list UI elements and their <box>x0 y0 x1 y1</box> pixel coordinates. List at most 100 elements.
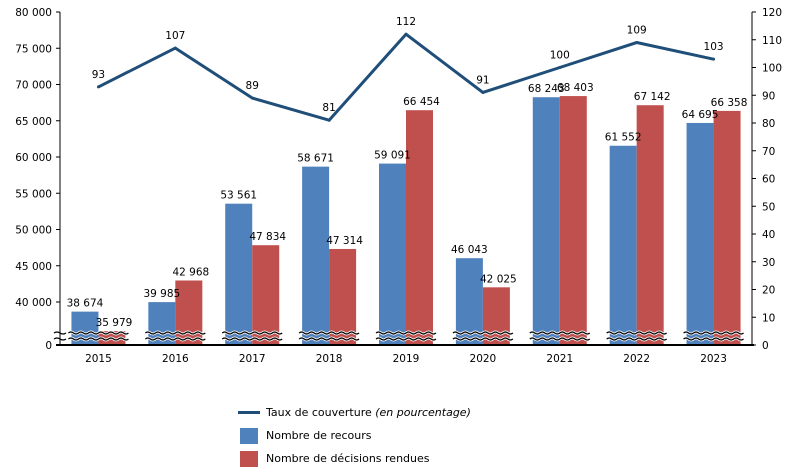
line-point-2015 <box>96 85 100 89</box>
x-tick-label-2020: 2020 <box>470 353 497 365</box>
label-taux-2023: 103 <box>704 41 724 53</box>
x-tick-label-2017: 2017 <box>239 353 266 365</box>
bar-decisions-2023 <box>713 110 741 345</box>
break-mark-2018-1 <box>298 337 360 341</box>
break-mark-2022-0 <box>606 331 668 335</box>
y-left-tick-label-70000: 70 000 <box>15 80 52 92</box>
legend-label-coverage: Taux de couverture <box>266 406 372 419</box>
bar-decisions-2018 <box>329 248 357 345</box>
break-mark-2020-0 <box>452 331 514 335</box>
x-tick-label-2019: 2019 <box>393 353 420 365</box>
y-right-tick-label-40: 40 <box>762 229 775 241</box>
y-right-tick-label-110: 110 <box>762 35 782 47</box>
y-right-tick-label-20: 20 <box>762 285 775 297</box>
y-right-tick-label-60: 60 <box>762 174 775 186</box>
y-left-tick-label-0: 0 <box>45 340 52 352</box>
bar-decisions-2020 <box>482 287 510 345</box>
label-recours-2016: 39 985 <box>143 288 180 300</box>
break-mark-2015-1 <box>68 337 129 341</box>
break-mark-2016-0 <box>144 331 206 335</box>
line-point-2023 <box>712 57 716 61</box>
legend: Taux de couverture (en pourcentage) Nomb… <box>238 401 471 470</box>
label-decisions-2018: 47 314 <box>326 235 363 247</box>
label-decisions-2020: 42 025 <box>480 273 517 285</box>
label-recours-2021: 68 243 <box>528 83 565 95</box>
x-tick-label-2021: 2021 <box>546 353 573 365</box>
label-decisions-2022: 67 142 <box>634 91 671 103</box>
label-decisions-2017: 47 834 <box>249 231 286 243</box>
bar-recours-2021 <box>532 97 560 345</box>
y-left-tick-label-45000: 45 000 <box>15 261 52 273</box>
y-right-tick-label-120: 120 <box>762 7 782 19</box>
break-mark-2017-0 <box>221 331 283 335</box>
bar-recours-2019 <box>379 163 406 345</box>
label-taux-2018: 81 <box>322 102 335 114</box>
label-decisions-2016: 42 968 <box>172 266 209 278</box>
bars-layer <box>71 96 741 346</box>
bar-decisions-2021 <box>559 96 587 345</box>
label-recours-2020: 46 043 <box>451 244 488 256</box>
legend-swatch-red <box>240 450 258 467</box>
y-left-tick-label-80000: 80 000 <box>15 7 52 19</box>
y-right-tick-label-80: 80 <box>762 118 775 130</box>
break-mark-2021-1 <box>529 337 591 341</box>
x-tick-label-2022: 2022 <box>623 353 650 365</box>
y-left-tick-label-50000: 50 000 <box>15 225 52 237</box>
label-recours-2023: 64 695 <box>682 109 719 121</box>
label-decisions-2023: 66 358 <box>711 97 748 109</box>
line-point-2022 <box>635 41 639 45</box>
bar-recours-2017 <box>225 203 253 345</box>
break-mark-2019-0 <box>375 331 437 335</box>
y-right-tick-label-10: 10 <box>762 312 775 324</box>
legend-item-decisions: Nombre de décisions rendues <box>238 447 471 470</box>
label-taux-2015: 93 <box>92 69 105 81</box>
line-point-2016 <box>173 46 177 50</box>
label-taux-2021: 100 <box>550 50 570 62</box>
bar-recours-2018 <box>302 166 330 345</box>
label-recours-2018: 58 671 <box>297 153 334 165</box>
bar-recours-2023 <box>686 122 714 346</box>
line-point-2017 <box>250 96 254 100</box>
break-mark-2023-1 <box>683 337 744 341</box>
y-left-tick-label-40000: 40 000 <box>15 297 52 309</box>
break-mark-2020-1 <box>452 337 514 341</box>
y-right-tick-label-100: 100 <box>762 63 782 75</box>
legend-item-coverage-rate: Taux de couverture (en pourcentage) <box>238 401 471 424</box>
label-decisions-2021: 68 403 <box>557 82 594 94</box>
label-taux-2019: 112 <box>396 16 416 28</box>
label-recours-2017: 53 561 <box>220 190 257 202</box>
legend-label-coverage-unit: (en pourcentage) <box>375 406 471 419</box>
break-mark-2017-1 <box>221 337 283 341</box>
axes-layer: 2015 2016 2017 2018 2019 2020 2021 2022 2023 0 40 … <box>15 7 782 365</box>
y-right-tick-label-30: 30 <box>762 257 775 269</box>
line-point-2021 <box>558 66 562 69</box>
label-decisions-2019: 66 454 <box>403 96 440 108</box>
bar-recours-2020 <box>455 258 483 345</box>
break-mark-2016-1 <box>144 337 206 341</box>
label-recours-2015: 38 674 <box>67 298 104 310</box>
y-right-tick-label-50: 50 <box>762 201 775 213</box>
label-taux-2017: 89 <box>246 80 259 92</box>
legend-swatch-blue <box>240 427 258 444</box>
break-mark-2015-0 <box>68 331 129 335</box>
y-right-tick-label-70: 70 <box>762 146 775 158</box>
label-recours-2019: 59 091 <box>374 150 411 162</box>
legend-label-decisions: Nombre de décisions rendues <box>266 452 430 465</box>
label-decisions-2015: 35 979 <box>96 317 133 329</box>
line-point-2018 <box>327 118 331 122</box>
legend-line-swatch <box>238 411 260 414</box>
bar-decisions-2022 <box>636 105 664 346</box>
label-taux-2016: 107 <box>165 30 185 42</box>
y-left-tick-label-75000: 75 000 <box>15 43 52 55</box>
line-point-2019 <box>404 32 408 36</box>
labels-layer: 38 674 35 979 39 985 42 968 53 561 47 834 58 6… <box>67 16 748 329</box>
label-recours-2022: 61 552 <box>605 132 642 144</box>
axis-break-marks <box>53 330 745 342</box>
line-layer <box>96 32 716 122</box>
break-mark-2023-0 <box>683 331 744 335</box>
x-tick-label-2018: 2018 <box>316 353 343 365</box>
break-mark-2018-0 <box>298 331 360 335</box>
y-right-tick-label-0: 0 <box>762 340 769 352</box>
break-mark-2019-1 <box>375 337 437 341</box>
break-mark-2022-1 <box>606 337 668 341</box>
